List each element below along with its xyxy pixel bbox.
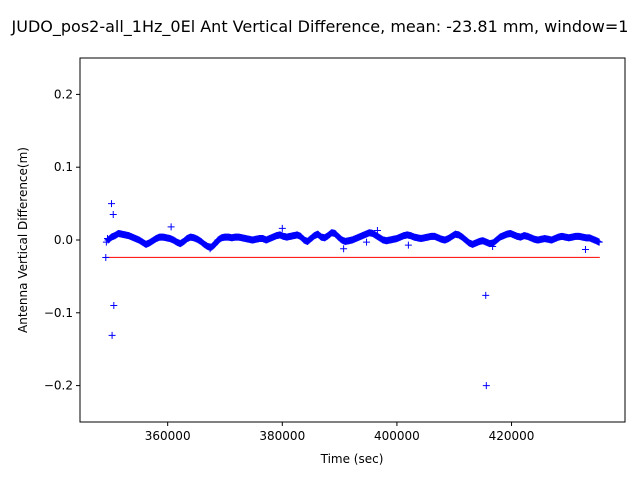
x-tick-label: 360000 [145,429,191,443]
y-tick-label: −0.2 [44,379,73,393]
y-tick-label: −0.1 [44,306,73,320]
outlier-point [404,241,412,249]
y-axis-label: Antenna Vertical Difference(m) [16,147,30,333]
y-tick-label: 0.0 [54,233,73,247]
y-tick-label: 0.2 [54,87,73,101]
y-tick-label: 0.1 [54,160,73,174]
outlier-point [102,238,110,246]
data-point [595,238,603,246]
outlier-point [482,291,490,299]
outlier-point [482,382,490,390]
y-axis-ticks: −0.2 −0.1 0.0 0.1 0.2 [44,87,80,393]
chart-marks [102,200,603,390]
x-tick-label: 400000 [374,429,420,443]
outlier-point [109,211,117,219]
outlier-point [167,223,175,231]
outlier-point [489,243,497,251]
chart-title: JUDO_pos2-all_1Hz_0El Ant Vertical Diffe… [11,17,629,37]
outlier-point [581,245,589,253]
outlier-point [206,245,214,253]
x-axis-label: Time (sec) [320,452,384,466]
x-axis-ticks: 360000 380000 400000 420000 [145,422,535,443]
outlier-point [108,200,116,208]
outlier-point [278,224,286,232]
outlier-point [108,331,116,339]
x-tick-label: 420000 [489,429,535,443]
x-tick-label: 380000 [259,429,305,443]
outlier-point [104,235,112,243]
outlier-point [102,253,110,261]
outlier-point [363,238,371,246]
outlier-point [340,245,348,253]
plot-area: 360000 380000 400000 420000 −0.2 −0.1 0.0 0.1 0… [44,57,626,443]
outlier-point [373,227,381,235]
outlier-point [110,302,118,310]
